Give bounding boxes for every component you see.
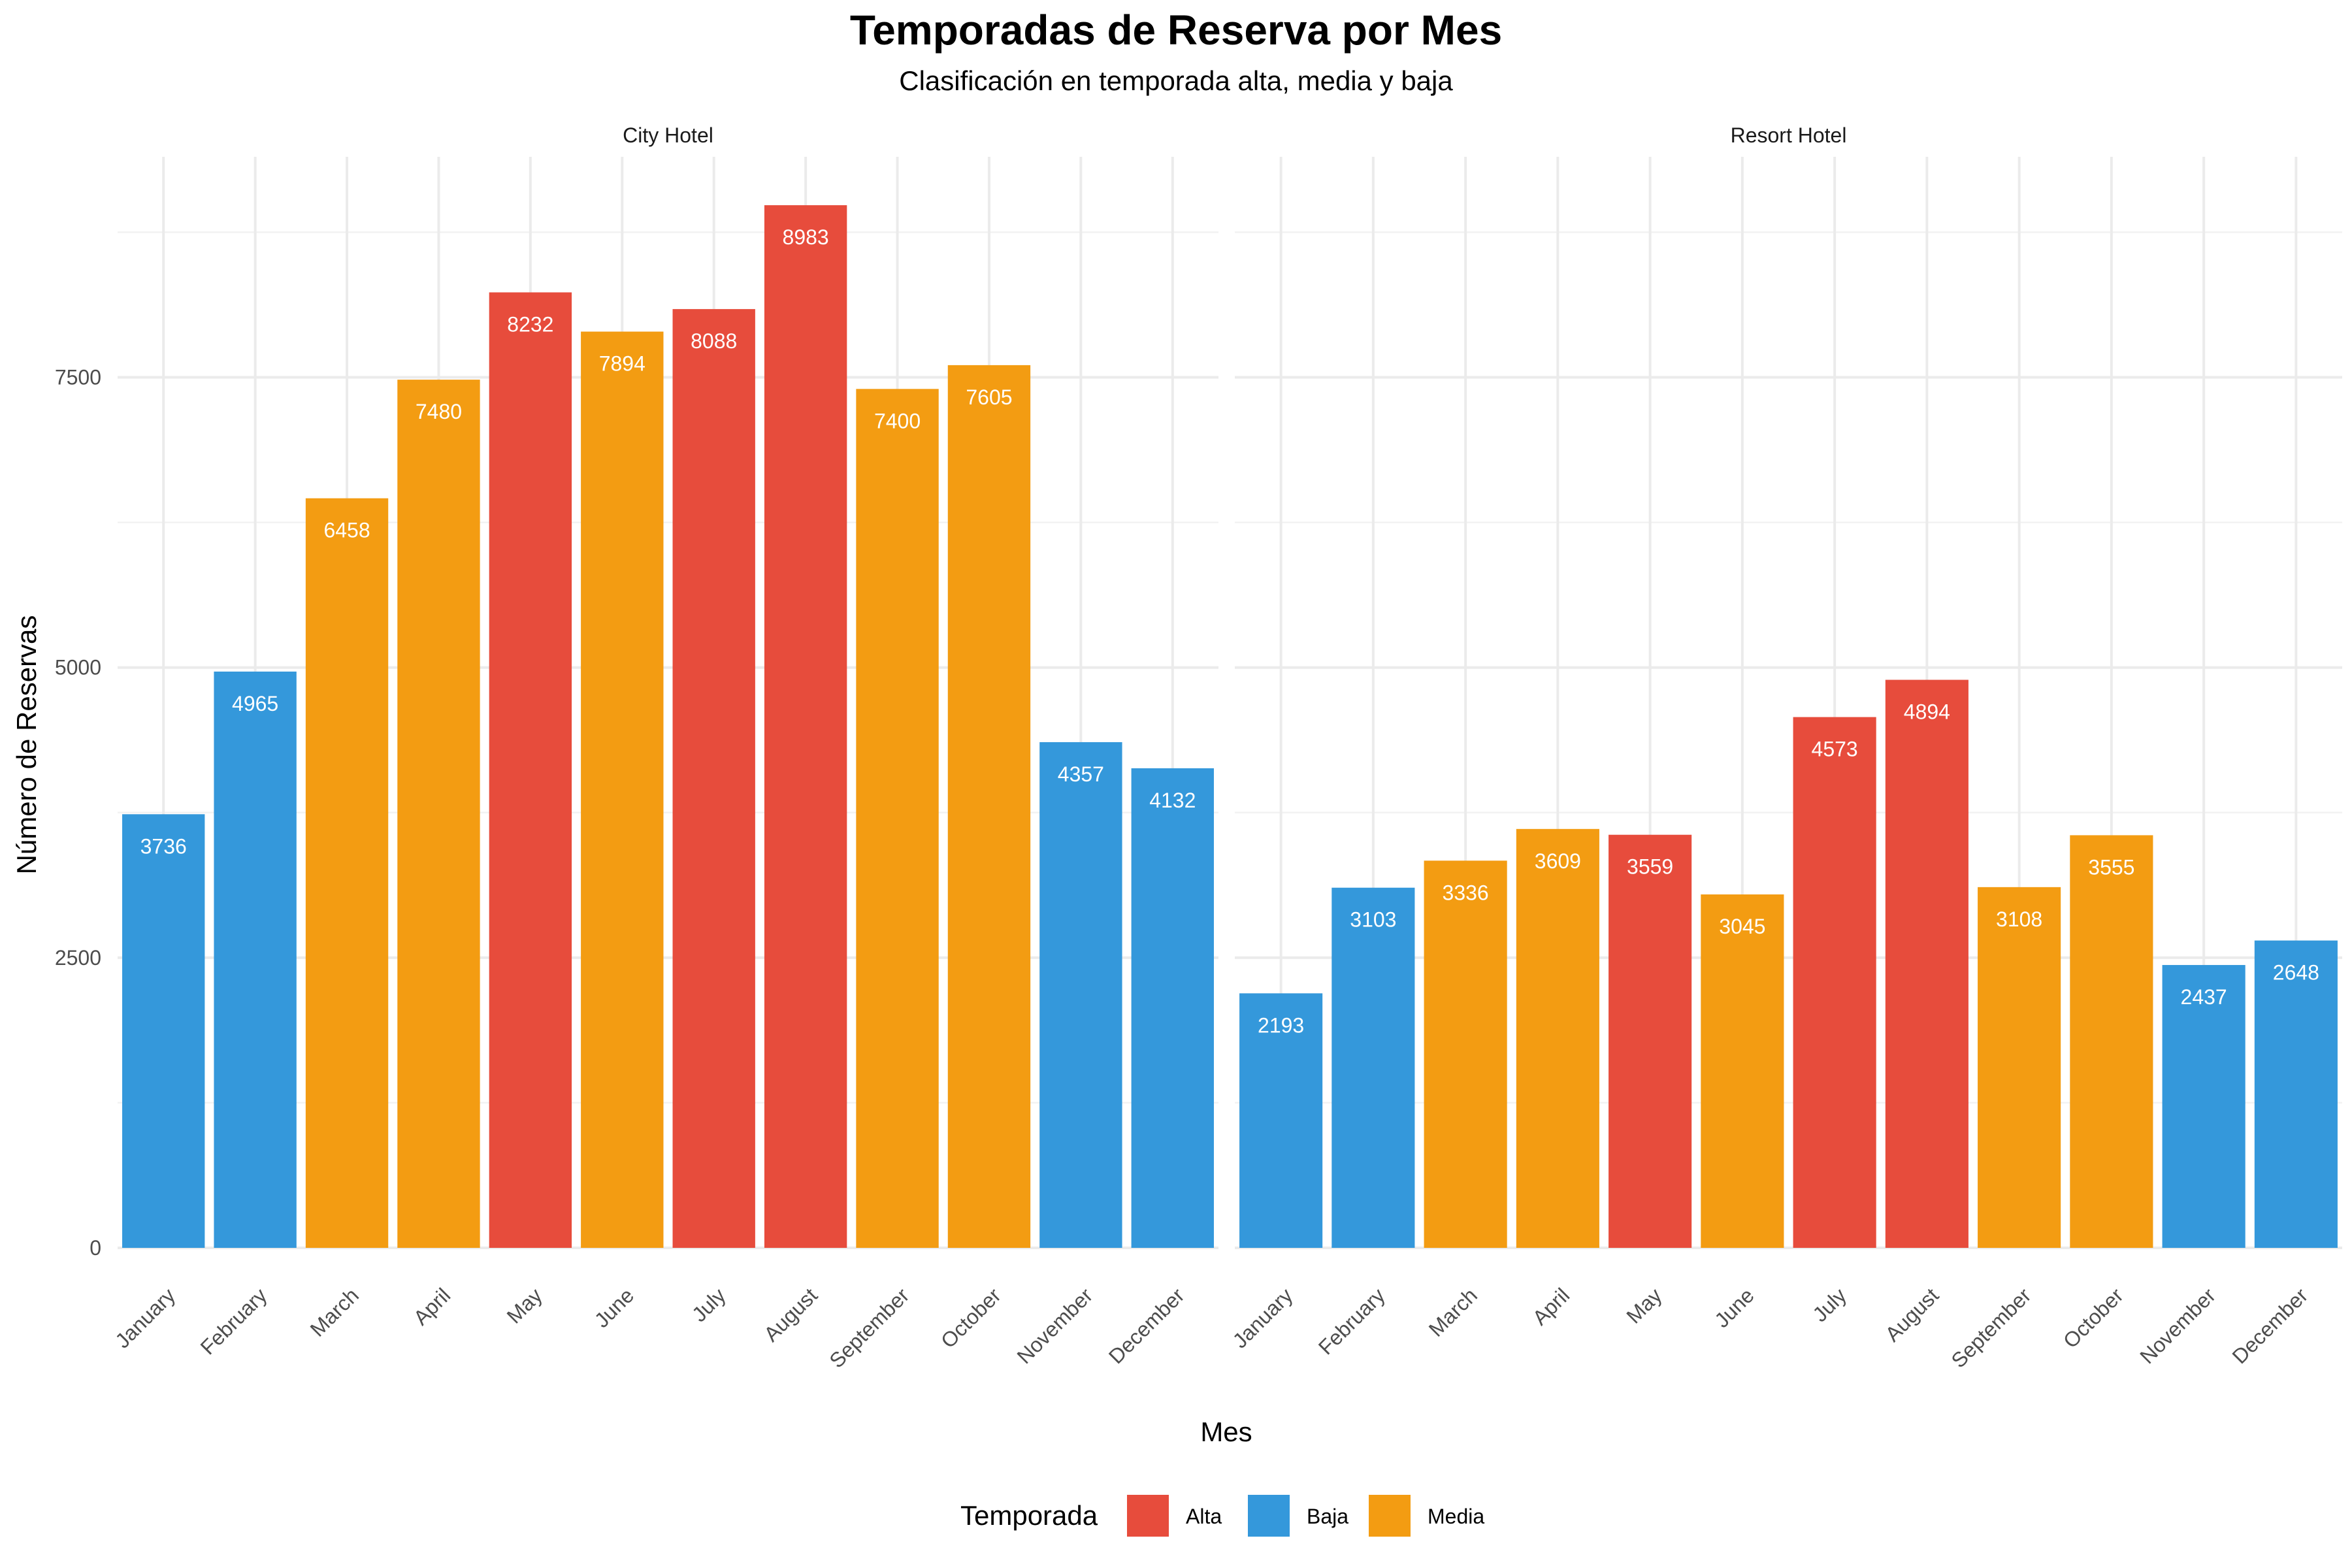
bar-value-label: 4573 bbox=[1812, 738, 1858, 761]
bar-value-label: 8232 bbox=[507, 313, 553, 336]
x-tick-label: February bbox=[196, 1283, 272, 1359]
bar bbox=[2162, 965, 2246, 1248]
x-tick-label: October bbox=[2059, 1283, 2128, 1352]
x-tick-label: December bbox=[1104, 1283, 1189, 1368]
legend-swatch bbox=[1127, 1495, 1169, 1537]
bar-value-label: 3736 bbox=[140, 834, 187, 858]
bar bbox=[2070, 835, 2153, 1248]
x-tick-label: August bbox=[1880, 1283, 1943, 1346]
x-tick-label: January bbox=[110, 1283, 180, 1352]
legend-swatch bbox=[1248, 1495, 1290, 1537]
legend-title: Temporada bbox=[960, 1500, 1098, 1531]
bar-value-label: 3045 bbox=[1719, 915, 1765, 938]
x-tick-label: December bbox=[2227, 1283, 2312, 1368]
bar-value-label: 7480 bbox=[416, 400, 462, 423]
chart-title: Temporadas de Reserva por Mes bbox=[850, 7, 1502, 54]
x-tick-label: October bbox=[936, 1283, 1005, 1352]
bar-value-label: 8088 bbox=[691, 329, 737, 353]
bar-value-label: 7605 bbox=[966, 385, 1012, 409]
bar bbox=[1516, 828, 1599, 1248]
bar bbox=[947, 365, 1031, 1248]
x-tick-label: June bbox=[1710, 1283, 1759, 1332]
chart-subtitle: Clasificación en temporada alta, media y… bbox=[899, 65, 1453, 96]
bar-value-label: 2648 bbox=[2273, 961, 2319, 985]
bar bbox=[1793, 717, 1876, 1248]
legend-label: Baja bbox=[1307, 1505, 1348, 1528]
panel-2: Resort Hotel 2193 3103 3336 3609 3559 3045 4573… bbox=[1228, 123, 2342, 1373]
facet-label: Resort Hotel bbox=[1731, 123, 1847, 147]
facet-label: City Hotel bbox=[623, 123, 713, 147]
bar-value-label: 3559 bbox=[1627, 855, 1673, 879]
bar-value-label: 3103 bbox=[1350, 908, 1396, 932]
bar-value-label: 2193 bbox=[1258, 1013, 1304, 1037]
bar bbox=[1131, 768, 1214, 1248]
bar-value-label: 3609 bbox=[1535, 849, 1581, 873]
legend-swatch bbox=[1369, 1495, 1411, 1537]
bar-value-label: 4965 bbox=[232, 692, 278, 715]
x-axis-title: Mes bbox=[1200, 1416, 1252, 1447]
x-tick-label: July bbox=[687, 1283, 730, 1326]
x-tick-label: April bbox=[409, 1283, 455, 1330]
bar bbox=[1885, 679, 1968, 1248]
x-tick-label: September bbox=[825, 1283, 913, 1372]
bar-value-label: 4357 bbox=[1058, 762, 1104, 786]
bar bbox=[1039, 742, 1122, 1248]
x-tick-label: March bbox=[1424, 1283, 1482, 1341]
y-tick-label: 2500 bbox=[55, 946, 101, 970]
y-tick-label: 7500 bbox=[55, 366, 101, 389]
bar-value-label: 3108 bbox=[1996, 907, 2042, 931]
bar-value-label: 2437 bbox=[2181, 985, 2227, 1009]
bar bbox=[856, 389, 939, 1249]
x-tick-label: June bbox=[590, 1283, 639, 1332]
bar bbox=[489, 292, 572, 1249]
panel-1: City Hotel 3736 4965 6458 7480 8232 7894 8088 89… bbox=[110, 123, 1218, 1373]
bar bbox=[2254, 940, 2338, 1248]
x-tick-label: February bbox=[1314, 1283, 1390, 1359]
x-tick-label: January bbox=[1228, 1283, 1298, 1352]
bar bbox=[122, 814, 205, 1248]
bar bbox=[1424, 860, 1507, 1248]
x-tick-label: November bbox=[2135, 1283, 2220, 1368]
panels-layer: 0 2500 5000 7500 City Hotel 3736 4965 6458 7480 8… bbox=[55, 123, 2342, 1373]
bar-value-label: 4132 bbox=[1149, 789, 1196, 812]
x-tick-label: August bbox=[759, 1283, 822, 1346]
bar bbox=[397, 380, 480, 1248]
bar bbox=[1609, 834, 1692, 1248]
bar bbox=[305, 498, 389, 1248]
legend-label: Alta bbox=[1186, 1505, 1222, 1528]
x-tick-label: September bbox=[1946, 1283, 2035, 1372]
bar bbox=[1239, 993, 1323, 1248]
bar bbox=[764, 205, 847, 1249]
bar-value-label: 7400 bbox=[874, 409, 921, 433]
bar bbox=[581, 331, 664, 1249]
bar-value-label: 3555 bbox=[2088, 855, 2134, 879]
legend: Temporada Alta Baja Media bbox=[960, 1495, 1484, 1537]
bar bbox=[1978, 887, 2061, 1248]
bar-value-label: 6458 bbox=[323, 519, 370, 542]
bar bbox=[214, 671, 297, 1248]
x-tick-label: November bbox=[1012, 1283, 1097, 1368]
y-tick-label: 0 bbox=[90, 1236, 101, 1260]
x-tick-label: July bbox=[1808, 1283, 1851, 1326]
bar-value-label: 3336 bbox=[1443, 881, 1489, 904]
x-tick-label: March bbox=[306, 1283, 363, 1341]
bar-value-label: 4894 bbox=[1904, 700, 1950, 724]
bar bbox=[1331, 887, 1415, 1248]
x-tick-label: April bbox=[1528, 1283, 1575, 1330]
bar bbox=[672, 309, 755, 1248]
x-tick-label: May bbox=[1622, 1283, 1666, 1328]
bar-value-label: 8983 bbox=[783, 225, 829, 249]
x-tick-label: May bbox=[502, 1283, 547, 1328]
legend-label: Media bbox=[1428, 1505, 1484, 1528]
bar bbox=[1701, 894, 1784, 1248]
bar-value-label: 7894 bbox=[599, 352, 645, 376]
y-axis-title: Número de Reservas bbox=[11, 615, 42, 875]
y-tick-label: 5000 bbox=[55, 656, 101, 679]
